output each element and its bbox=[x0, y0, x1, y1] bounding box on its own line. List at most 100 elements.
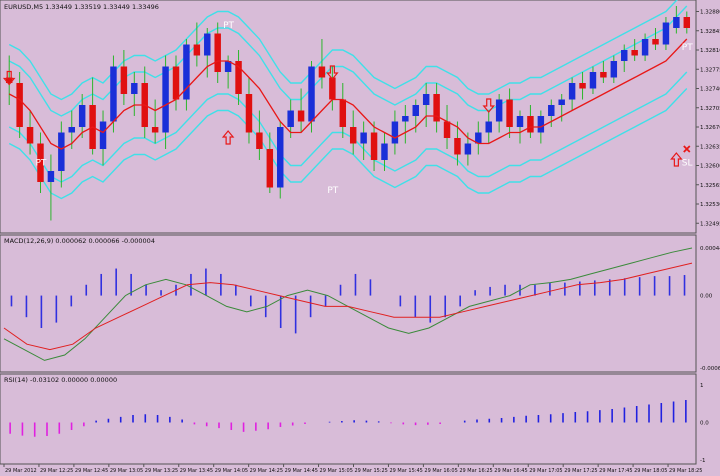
candle-body bbox=[5, 77, 13, 83]
candle-body bbox=[16, 83, 23, 127]
candle-body bbox=[339, 99, 347, 127]
rsi-panel bbox=[9, 400, 687, 437]
buy-arrow-icon bbox=[670, 152, 683, 167]
price-tick-label: 1.32670 bbox=[700, 125, 720, 131]
candle-body bbox=[204, 33, 211, 56]
candle-body bbox=[662, 22, 670, 45]
candle-body bbox=[381, 143, 388, 160]
candle-body bbox=[58, 132, 65, 171]
candle-body bbox=[495, 99, 503, 122]
time-tick-label: 29 Mar 15:05 bbox=[320, 468, 353, 474]
sell-arrow-icon bbox=[2, 70, 16, 86]
rsi-tick-label: 1 bbox=[700, 383, 704, 389]
moving-average-line bbox=[8, 38, 688, 150]
candle-body bbox=[464, 143, 472, 155]
candle-body bbox=[370, 132, 378, 160]
candle-body bbox=[579, 83, 586, 89]
candle-body bbox=[110, 66, 117, 122]
candle-body bbox=[277, 127, 284, 188]
candle-body bbox=[68, 127, 75, 133]
candle-body bbox=[297, 110, 305, 122]
price-tick-label: 1.32740 bbox=[700, 87, 720, 93]
price-panel-title: EURUSD,M5 1.33449 1.33519 1.33449 1.3349… bbox=[4, 3, 159, 11]
signal-label: PT bbox=[682, 43, 693, 53]
envelope-band-2 bbox=[8, 71, 688, 183]
signal-label: SL bbox=[682, 159, 693, 169]
rsi-tick-label: 0.0 bbox=[700, 421, 709, 427]
price-tick-label: 1.32530 bbox=[700, 202, 720, 208]
time-tick-label: 29 Mar 16:25 bbox=[459, 468, 492, 474]
candle-body bbox=[454, 138, 461, 155]
sell-arrow-icon bbox=[326, 65, 339, 80]
candle-body bbox=[683, 17, 691, 28]
time-tick-label: 29 Mar 17:05 bbox=[529, 468, 562, 474]
candle-body bbox=[568, 83, 576, 100]
price-panel: PT PT PT SL PT bbox=[2, 0, 693, 221]
candle-body bbox=[131, 83, 138, 94]
time-tick-label: 29 Mar 14:45 bbox=[285, 468, 318, 474]
candle-body bbox=[673, 17, 680, 28]
candle-body bbox=[318, 66, 326, 78]
candle-body bbox=[506, 99, 513, 127]
signal-label: PT bbox=[223, 21, 234, 31]
macd-panel-frame bbox=[0, 234, 697, 373]
candle-body bbox=[548, 105, 555, 116]
time-tick-label: 29 Mar 13:25 bbox=[145, 468, 178, 474]
time-tick-label: 29 Mar 12:25 bbox=[40, 468, 73, 474]
price-tick-label: 1.32635 bbox=[700, 144, 720, 150]
candle-body bbox=[360, 132, 367, 144]
candle-body bbox=[641, 39, 649, 56]
price-tick-label: 1.32495 bbox=[700, 221, 720, 227]
candle-body bbox=[485, 121, 492, 133]
candle-body bbox=[600, 72, 607, 78]
price-tick-label: 1.32845 bbox=[700, 29, 720, 35]
candle-body bbox=[99, 121, 107, 149]
candle-body bbox=[537, 116, 545, 133]
price-tick-label: 1.32775 bbox=[700, 67, 720, 73]
time-tick-label: 29 Mar 13:05 bbox=[110, 468, 143, 474]
candle-body bbox=[183, 44, 190, 100]
signal-label: PT bbox=[327, 186, 338, 196]
candle-body bbox=[214, 33, 221, 72]
price-tick-label: 1.32880 bbox=[700, 10, 720, 16]
signal-label: PT bbox=[35, 159, 46, 169]
macd-panel-title: MACD(12,26,9) 0.000062 0.000066 -0.00000… bbox=[4, 237, 155, 245]
time-tick-label: 29 Mar 18:05 bbox=[634, 468, 667, 474]
candle-body bbox=[245, 94, 253, 133]
time-tick-label: 29 Mar 16:45 bbox=[494, 468, 527, 474]
time-tick-label: 29 Mar 2012 bbox=[5, 468, 37, 474]
candle-body bbox=[235, 61, 242, 94]
macd-tick-label: 0.00 bbox=[700, 294, 713, 300]
rsi-panel-frame bbox=[0, 373, 697, 465]
time-tick-label: 29 Mar 13:45 bbox=[180, 468, 213, 474]
candle-body bbox=[475, 132, 482, 144]
candle-body bbox=[78, 105, 86, 127]
candle-body bbox=[412, 105, 419, 116]
candle-body bbox=[589, 72, 597, 89]
candle-body bbox=[172, 66, 180, 100]
candle-body bbox=[224, 61, 232, 72]
price-panel-frame bbox=[0, 0, 697, 234]
candle-body bbox=[287, 110, 294, 127]
candle-body bbox=[151, 127, 159, 133]
candle-body bbox=[621, 50, 628, 61]
axes: 1.32880 1.32845 1.32810 1.32775 1.32740 1.327… bbox=[3, 10, 720, 474]
candle-body bbox=[120, 66, 128, 94]
time-tick-label: 29 Mar 14:05 bbox=[215, 468, 248, 474]
candle-body bbox=[308, 66, 315, 122]
candle-body bbox=[256, 132, 263, 149]
candle-body bbox=[527, 116, 534, 133]
time-tick-label: 29 Mar 12:45 bbox=[75, 468, 108, 474]
macd-tick-label: -0.00067 bbox=[700, 366, 720, 372]
candle-body bbox=[47, 171, 55, 182]
candle-body bbox=[162, 66, 169, 133]
buy-arrow-icon bbox=[221, 130, 235, 145]
candle-body bbox=[516, 116, 524, 127]
candle-body bbox=[402, 116, 409, 122]
price-tick-label: 1.32600 bbox=[700, 164, 720, 170]
macd-panel bbox=[3, 247, 693, 361]
candle-body bbox=[631, 50, 638, 56]
candle-body bbox=[329, 77, 336, 100]
envelope-band-3 bbox=[8, 88, 688, 200]
candle-body bbox=[433, 94, 440, 122]
